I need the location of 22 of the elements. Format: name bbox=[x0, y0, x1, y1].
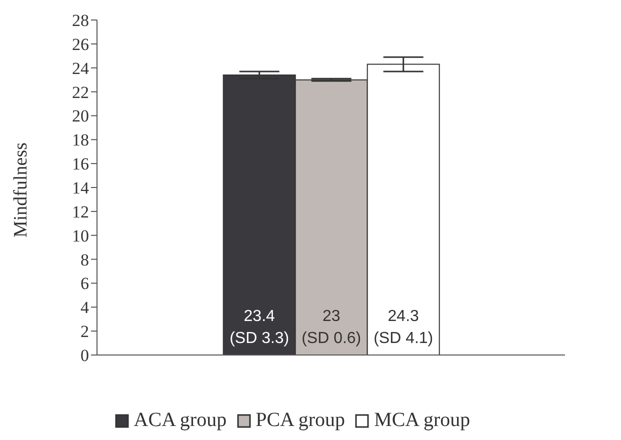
legend-label: PCA group bbox=[256, 409, 346, 432]
y-tick-label: 26 bbox=[72, 34, 89, 54]
y-tick-label: 6 bbox=[80, 274, 89, 294]
data-label: 23 (SD 0.6) bbox=[302, 308, 362, 347]
y-tick-label: 0 bbox=[80, 346, 89, 366]
y-tick-label: 14 bbox=[72, 178, 90, 198]
legend-label: MCA group bbox=[374, 409, 470, 432]
y-tick-label: 2 bbox=[80, 322, 89, 342]
y-axis-title: Mindfulness bbox=[10, 142, 32, 238]
y-tick-label: 18 bbox=[72, 130, 89, 150]
y-tick-label: 12 bbox=[72, 202, 89, 222]
y-tick-label: 4 bbox=[80, 298, 90, 318]
data-label: 23.4 (SD 3.3) bbox=[230, 308, 290, 347]
y-tick-label: 24 bbox=[72, 58, 90, 78]
y-tick-label: 10 bbox=[72, 226, 89, 246]
y-tick-label: 28 bbox=[72, 11, 89, 30]
y-tick-label: 20 bbox=[72, 106, 89, 126]
y-tick-label: 16 bbox=[72, 154, 89, 174]
y-tick-label: 22 bbox=[72, 82, 89, 102]
data-label: 24.3 (SD 4.1) bbox=[374, 308, 434, 347]
y-tick-label: 8 bbox=[80, 250, 89, 270]
legend-label: ACA group bbox=[134, 409, 227, 432]
